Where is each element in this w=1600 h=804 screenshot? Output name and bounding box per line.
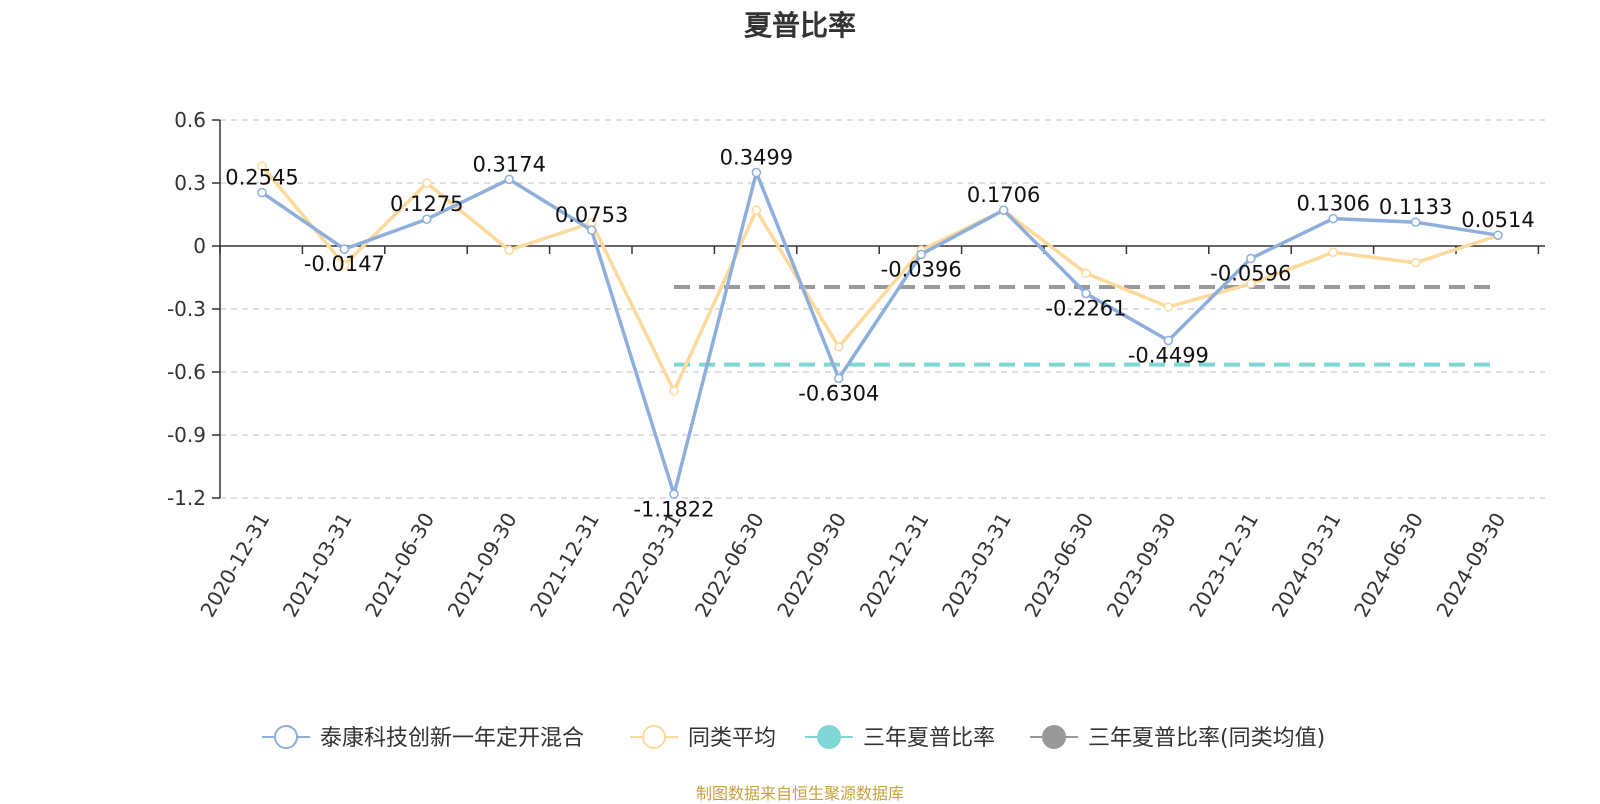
data-label: 0.2545 <box>225 166 298 190</box>
legend-marker-icon <box>642 725 666 749</box>
legend-label: 泰康科技创新一年定开混合 <box>320 726 584 751</box>
y-tick-label: 0 <box>193 234 206 258</box>
data-point <box>504 174 514 185</box>
data-point <box>1081 288 1091 299</box>
data-point <box>834 373 844 384</box>
x-tick-label: 2024-09-30 <box>1431 509 1510 622</box>
y-tick-label: -0.3 <box>167 297 206 321</box>
data-point <box>1246 279 1256 289</box>
series-line <box>261 170 1499 497</box>
data-point <box>1410 258 1421 268</box>
data-label: -0.0147 <box>304 252 385 276</box>
data-label: 0.1133 <box>1379 195 1452 219</box>
data-point <box>751 205 762 216</box>
data-point <box>339 260 350 270</box>
legend-item: 泰康科技创新一年定开混合 <box>262 725 584 751</box>
data-point <box>586 225 597 235</box>
data-point <box>1163 335 1174 346</box>
data-point <box>1246 253 1256 264</box>
y-tick-label: 0.6 <box>174 108 206 132</box>
x-tick-label: 2022-06-30 <box>690 509 769 622</box>
x-tick-label: 2023-03-31 <box>937 509 1016 622</box>
x-tick-label: 2023-12-31 <box>1184 509 1263 622</box>
data-label: 0.1706 <box>967 183 1040 207</box>
data-point <box>1081 268 1091 279</box>
data-label: -1.1822 <box>633 497 714 521</box>
x-tick-label: 2024-03-31 <box>1267 509 1346 622</box>
x-tick-label: 2023-06-30 <box>1019 509 1098 622</box>
x-tick-label: 2023-09-30 <box>1102 509 1181 622</box>
data-point <box>998 205 1009 215</box>
data-label: 0.1306 <box>1296 192 1369 216</box>
data-label: 0.0514 <box>1461 208 1534 232</box>
data-point <box>834 342 844 352</box>
data-point <box>1410 217 1421 227</box>
data-label: -0.0396 <box>881 257 962 281</box>
data-label: 0.3174 <box>472 152 545 176</box>
data-point <box>1328 213 1338 224</box>
legend-marker-icon <box>817 725 841 749</box>
x-tick-label: 2022-03-31 <box>607 509 686 622</box>
data-point <box>1328 247 1338 258</box>
data-labels: 0.2545 -0.0147 0.1275 0.3174 0.0753 -1.1822 0.… <box>225 146 1534 522</box>
legend-item: 三年夏普比率(同类均值) <box>1030 725 1325 751</box>
x-tick-label: 2021-12-31 <box>525 509 604 622</box>
x-tick-label: 2021-03-31 <box>278 509 357 622</box>
x-tick-label: 2022-12-31 <box>855 508 934 621</box>
data-point <box>1493 230 1503 240</box>
data-point <box>669 386 679 396</box>
legend-marker-icon <box>274 725 298 749</box>
data-point <box>916 249 926 260</box>
data-point <box>422 214 432 224</box>
series-line <box>260 165 1499 393</box>
y-tick-label: 0.3 <box>174 171 206 195</box>
legend-label: 同类平均 <box>688 726 776 751</box>
y-tick-label: -1.2 <box>167 486 206 510</box>
data-point <box>669 489 679 500</box>
data-label: 0.1275 <box>390 192 463 216</box>
x-tick-label: 2020-12-31 <box>195 509 274 622</box>
data-point <box>422 178 432 188</box>
x-tick-label: 2021-09-30 <box>443 509 522 622</box>
legend-marker-icon <box>1042 725 1066 749</box>
data-point <box>257 161 267 171</box>
x-tick-label: 2022-09-30 <box>772 509 851 622</box>
data-point <box>339 244 350 254</box>
data-point <box>257 187 267 198</box>
legend: 泰康科技创新一年定开混合 同类平均 三年夏普比率 三年夏普比率(同类均值) <box>262 725 1325 751</box>
chart-title: 夏普比率 <box>743 9 856 42</box>
legend-item: 三年夏普比率 <box>805 725 995 751</box>
x-tick-label: 2021-06-30 <box>360 509 439 622</box>
data-label: -0.6304 <box>798 381 879 405</box>
source-note: 制图数据来自恒生聚源数据库 <box>695 784 904 803</box>
y-tick-label: -0.9 <box>167 423 206 447</box>
data-label: -0.2261 <box>1045 296 1126 320</box>
legend-item: 同类平均 <box>630 725 776 751</box>
legend-label: 三年夏普比率(同类均值) <box>1088 726 1325 751</box>
x-tick-label: 2024-06-30 <box>1349 509 1428 622</box>
legend-label: 三年夏普比率 <box>863 726 995 751</box>
data-point <box>751 167 762 178</box>
data-label: -0.0596 <box>1210 262 1291 286</box>
grid-lines <box>220 119 1545 499</box>
data-label: 0.0753 <box>555 203 628 227</box>
data-label: -0.4499 <box>1128 343 1209 367</box>
reference-lines <box>674 284 1498 367</box>
data-point <box>504 245 514 255</box>
series-lines <box>257 161 1503 500</box>
y-tick-label: -0.6 <box>167 360 206 384</box>
data-point <box>1163 302 1174 312</box>
data-label: 0.3499 <box>720 146 793 170</box>
